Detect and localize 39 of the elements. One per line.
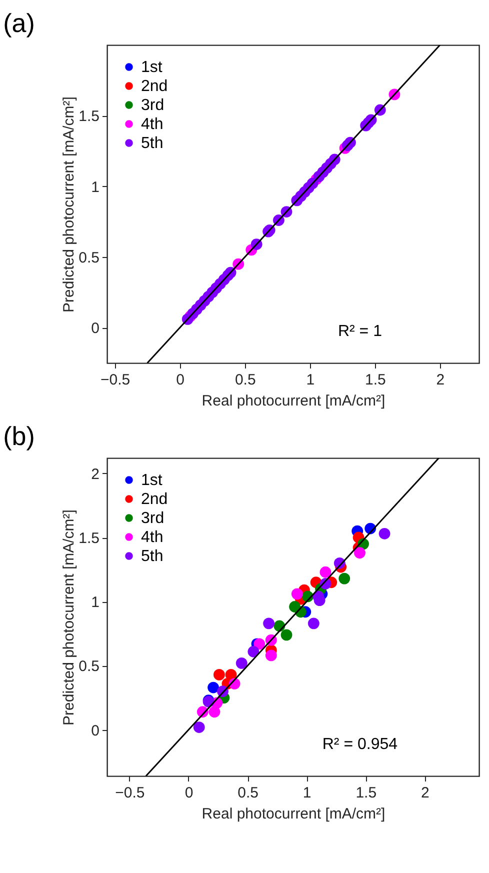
x-axis-title: Real photocurrent [mA/cm²] [202,392,386,410]
chart-title: (b) [3,421,35,451]
legend-label: 4th [141,116,164,133]
legend-label: 5th [141,548,164,565]
y-tick-label: 1 [91,178,100,196]
x-tick-label: 0 [176,372,185,388]
annotation: R² = 0.954 [322,736,398,754]
y-tick-label: 0 [91,320,100,338]
legend-label: 5th [141,135,164,152]
x-tick-label: 2 [421,784,430,802]
annotation: R² = 1 [338,323,382,340]
y-tick-label: 0.5 [78,250,100,266]
legend-label: 2nd [141,491,168,508]
legend-label: 2nd [141,78,168,95]
x-tick-label: 1.5 [356,784,377,802]
legend-label: 3rd [141,97,164,114]
legend-label: 4th [141,529,164,546]
x-tick-label: 0 [184,784,194,802]
y-axis-title: Predicted photocurrent [mA/cm²] [60,96,78,312]
x-tick-label: 0.5 [234,372,256,388]
x-tick-label: 2 [436,372,445,388]
y-tick-label: 1 [91,594,100,612]
x-tick-label: −0.5 [100,372,130,388]
chart-title: (a) [3,8,35,38]
legend-label: 1st [141,472,163,489]
x-axis-title: Real photocurrent [mA/cm²] [202,806,386,822]
x-tick-label: 0.5 [238,784,258,802]
legend-label: 3rd [141,510,164,527]
x-tick-label: 1 [306,372,315,388]
y-axis-title: Predicted photocurrent [mA/cm²] [60,510,78,726]
y-tick-label: 0.5 [78,658,100,676]
x-tick-label: 1.5 [365,372,386,388]
y-tick-label: 2 [91,466,100,483]
legend-label: 1st [141,59,163,76]
y-tick-label: 1.5 [78,108,100,126]
x-tick-label: 1 [302,784,312,802]
y-tick-label: 0 [91,722,100,740]
x-tick-label: −0.5 [115,784,145,802]
y-tick-label: 1.5 [78,530,100,547]
